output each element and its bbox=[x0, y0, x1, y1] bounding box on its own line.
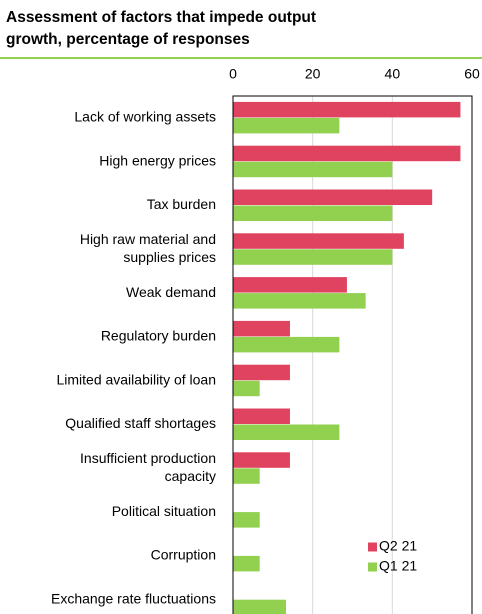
category-label: Exchange rate fluctuations bbox=[51, 590, 216, 606]
category-label: Corruption bbox=[151, 547, 216, 563]
legend-swatch bbox=[368, 542, 377, 552]
bar bbox=[233, 452, 290, 468]
legend-label: Q1 21 bbox=[379, 558, 417, 574]
category-label: Lack of working assets bbox=[74, 109, 216, 125]
bar bbox=[233, 161, 393, 178]
bar bbox=[233, 599, 286, 614]
category-label: Insufficient production bbox=[80, 450, 216, 466]
legend-label: Q2 21 bbox=[379, 538, 417, 554]
chart-title: Assessment of factors that impede output bbox=[6, 9, 316, 26]
bar bbox=[233, 468, 260, 484]
bar bbox=[233, 205, 393, 221]
bar bbox=[233, 336, 340, 353]
category-label: Tax burden bbox=[147, 196, 216, 212]
category-label: Regulatory burden bbox=[101, 328, 216, 344]
bar bbox=[233, 364, 290, 381]
bar bbox=[233, 277, 347, 293]
bar bbox=[233, 145, 461, 162]
category-label: Qualified staff shortages bbox=[65, 415, 216, 431]
category-label: Limited availability of loan bbox=[56, 371, 216, 387]
category-label: High raw material and bbox=[80, 231, 216, 247]
bar bbox=[233, 512, 260, 528]
x-tick-label: 40 bbox=[385, 66, 401, 82]
bar bbox=[233, 101, 461, 118]
x-tick-label: 0 bbox=[229, 66, 237, 82]
x-tick-label: 20 bbox=[305, 66, 321, 82]
bar bbox=[233, 233, 404, 249]
chart-title: growth, percentage of responses bbox=[6, 31, 250, 48]
category-label: capacity bbox=[165, 468, 216, 484]
bar bbox=[233, 293, 366, 309]
bar bbox=[233, 555, 260, 572]
category-label: Weak demand bbox=[126, 284, 216, 300]
legend-swatch bbox=[368, 562, 377, 572]
bar bbox=[233, 408, 290, 424]
category-label: Political situation bbox=[112, 503, 216, 519]
x-tick-label: 60 bbox=[464, 66, 480, 82]
category-label: supplies prices bbox=[123, 249, 216, 265]
bar bbox=[233, 249, 393, 265]
bar bbox=[233, 320, 290, 337]
bar bbox=[233, 380, 260, 397]
plot-frame bbox=[232, 95, 473, 614]
bar bbox=[233, 117, 340, 134]
bar bbox=[233, 189, 433, 205]
category-label: High energy prices bbox=[99, 152, 216, 168]
bar bbox=[233, 424, 340, 440]
